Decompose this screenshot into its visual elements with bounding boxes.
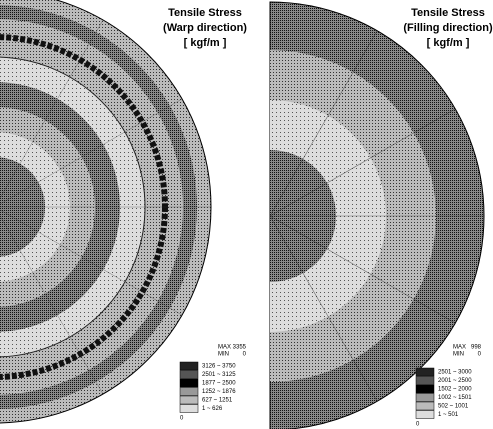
title-line: [ kgf/m ]	[427, 37, 470, 49]
legend-swatch	[180, 371, 198, 379]
legend-label: 1002 ~ 1501	[438, 395, 472, 401]
legend-label: 2001 ~ 2500	[438, 378, 472, 384]
min-value: 0	[243, 352, 247, 358]
legend-label: 2501 ~ 3000	[438, 370, 472, 376]
title-line: (Filling direction)	[403, 22, 493, 34]
legend-label: 3126 ~ 3750	[202, 364, 236, 370]
min-label: MIN	[218, 352, 229, 358]
max-value: 3355	[233, 345, 247, 351]
max-label: MAX	[218, 345, 231, 351]
filling-plot	[270, 2, 484, 429]
legend-label: 1877 ~ 2500	[202, 381, 236, 387]
legend-label: 2501 ~ 3125	[202, 372, 236, 378]
title-line: Tensile Stress	[168, 7, 242, 19]
max-value: 998	[471, 345, 482, 351]
warp-plot	[0, 0, 211, 423]
legend-swatch	[416, 402, 434, 410]
legend-swatch	[180, 388, 198, 396]
legend-swatch	[180, 396, 198, 404]
legend-swatch	[180, 362, 198, 370]
legend-swatch	[416, 385, 434, 393]
title-line: (Warp direction)	[163, 22, 247, 34]
min-label: MIN	[453, 352, 464, 358]
title-line: [ kgf/m ]	[184, 37, 227, 49]
legend-swatch	[416, 411, 434, 419]
legend-label: 627 ~ 1251	[202, 398, 233, 404]
legend-label: 1252 ~ 1876	[202, 389, 236, 395]
figure: Tensile Stress (Warp direction) [ kgf/m ] M…	[0, 0, 493, 429]
legend-swatch	[416, 377, 434, 385]
legend-label: 0	[180, 416, 184, 422]
legend-label: 502 ~ 1001	[438, 404, 469, 410]
legend-swatch	[180, 379, 198, 387]
legend-swatch	[180, 405, 198, 413]
legend-label: 0	[416, 422, 420, 428]
legend-label: 1 ~ 626	[202, 406, 223, 412]
legend-swatch	[416, 368, 434, 376]
legend-label: 1 ~ 501	[438, 412, 459, 418]
max-label: MAX	[453, 345, 466, 351]
min-value: 0	[478, 352, 482, 358]
legend-swatch	[416, 394, 434, 402]
title-line: Tensile Stress	[411, 7, 485, 19]
legend-label: 1502 ~ 2000	[438, 387, 472, 393]
